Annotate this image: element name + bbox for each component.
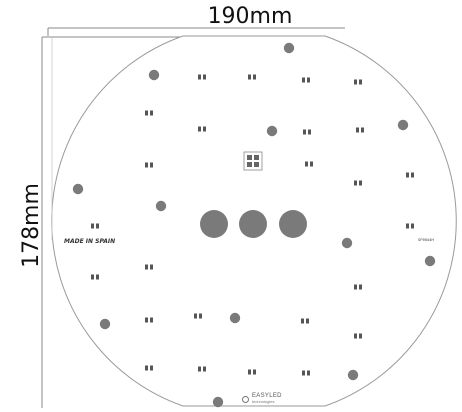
large-led-group — [200, 210, 307, 238]
smd-pad — [91, 274, 99, 280]
mounting-dot — [148, 69, 160, 81]
brand-subtitle: technologies — [252, 399, 275, 404]
connector-block — [243, 151, 263, 171]
brand-logo-icon — [242, 395, 249, 403]
brand-mark: EASYLED technologies — [242, 393, 282, 404]
smd-pad-group — [91, 74, 414, 376]
smd-pad — [145, 264, 153, 270]
smd-pad — [354, 333, 362, 339]
smd-pad — [356, 127, 364, 133]
smd-pad — [145, 162, 153, 168]
height-dimension-label-wrap: 178mm — [11, 170, 51, 280]
smd-pad — [354, 79, 362, 85]
smd-pad — [198, 366, 206, 372]
smd-pad — [145, 365, 153, 371]
smd-pad — [302, 77, 310, 83]
brand-name: EASYLED — [252, 393, 282, 399]
large-led — [200, 210, 228, 238]
mounting-dot — [397, 119, 409, 131]
mounting-dot — [341, 237, 353, 249]
large-led — [279, 210, 307, 238]
mounting-dot — [99, 318, 111, 330]
smd-pad — [198, 74, 206, 80]
width-dimension-label: 190mm — [207, 4, 293, 29]
large-led — [239, 210, 267, 238]
smd-pad — [354, 284, 362, 290]
smd-pad — [198, 126, 206, 132]
mounting-dot — [266, 125, 278, 137]
smd-pad — [145, 317, 153, 323]
smd-pad — [406, 223, 414, 229]
mounting-dot — [424, 255, 436, 267]
smd-pad — [301, 318, 309, 324]
smd-pad — [248, 74, 256, 80]
mounting-dot — [229, 312, 241, 324]
smd-pad — [354, 180, 362, 186]
smd-pad — [303, 129, 311, 135]
smd-pad — [91, 223, 99, 229]
mounting-dot — [72, 183, 84, 195]
smd-pad — [248, 369, 256, 375]
smd-pad — [145, 110, 153, 116]
mounting-dot — [347, 369, 359, 381]
mounting-dot — [283, 42, 295, 54]
mounting-dot — [155, 200, 167, 212]
height-dimension-label: 178mm — [18, 182, 44, 268]
smd-pad — [302, 370, 310, 376]
made-in-spain-text: MADE IN SPAIN — [64, 238, 116, 245]
mounting-dot-group — [72, 42, 436, 408]
smd-pad — [406, 172, 414, 178]
part-code-text: SF9B44H — [418, 238, 434, 242]
smd-pad — [194, 313, 202, 319]
mounting-dot — [212, 396, 224, 408]
smd-pad — [305, 161, 313, 167]
